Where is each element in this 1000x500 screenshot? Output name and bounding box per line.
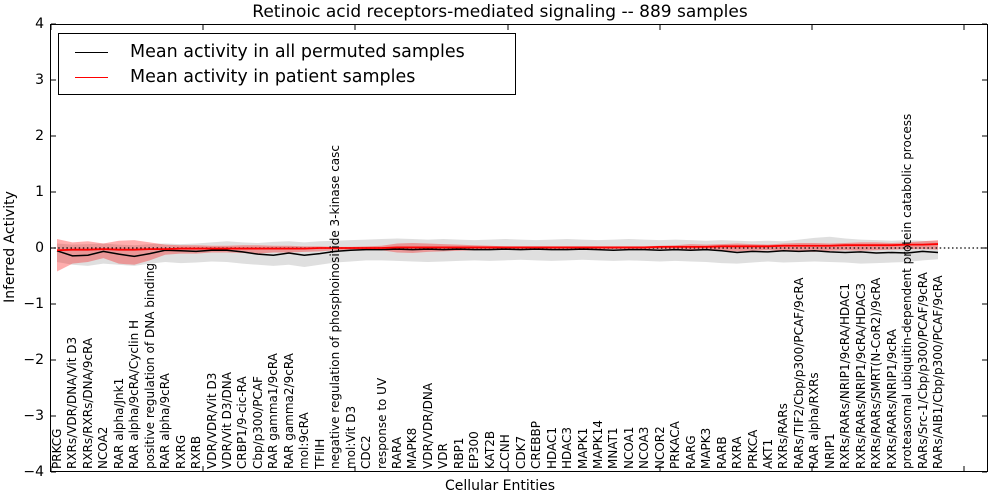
y-tick-label: 1	[35, 184, 44, 200]
y-tick-label: −2	[23, 352, 44, 368]
chart-title: Retinoic acid receptors-mediated signali…	[252, 2, 748, 22]
y-tick-label: 0	[35, 240, 44, 256]
y-tick-label: 3	[35, 72, 44, 88]
legend-line-sample-red	[75, 77, 108, 78]
legend-entry-patient: Mean activity in patient samples	[59, 65, 515, 90]
y-tick-label: −1	[23, 296, 44, 312]
y-tick-label: 2	[35, 128, 44, 144]
legend-entry-permuted: Mean activity in all permuted samples	[59, 40, 515, 65]
legend-label-patient: Mean activity in patient samples	[130, 67, 416, 87]
legend: Mean activity in all permuted samples Me…	[58, 33, 516, 95]
legend-line-sample-black	[75, 52, 108, 53]
y-tick-label: 4	[35, 16, 44, 32]
y-tick-label: −4	[23, 464, 44, 480]
y-tick-label: −3	[23, 408, 44, 424]
x-axis-title: Cellular Entities	[444, 478, 556, 494]
legend-label-permuted: Mean activity in all permuted samples	[130, 42, 465, 62]
